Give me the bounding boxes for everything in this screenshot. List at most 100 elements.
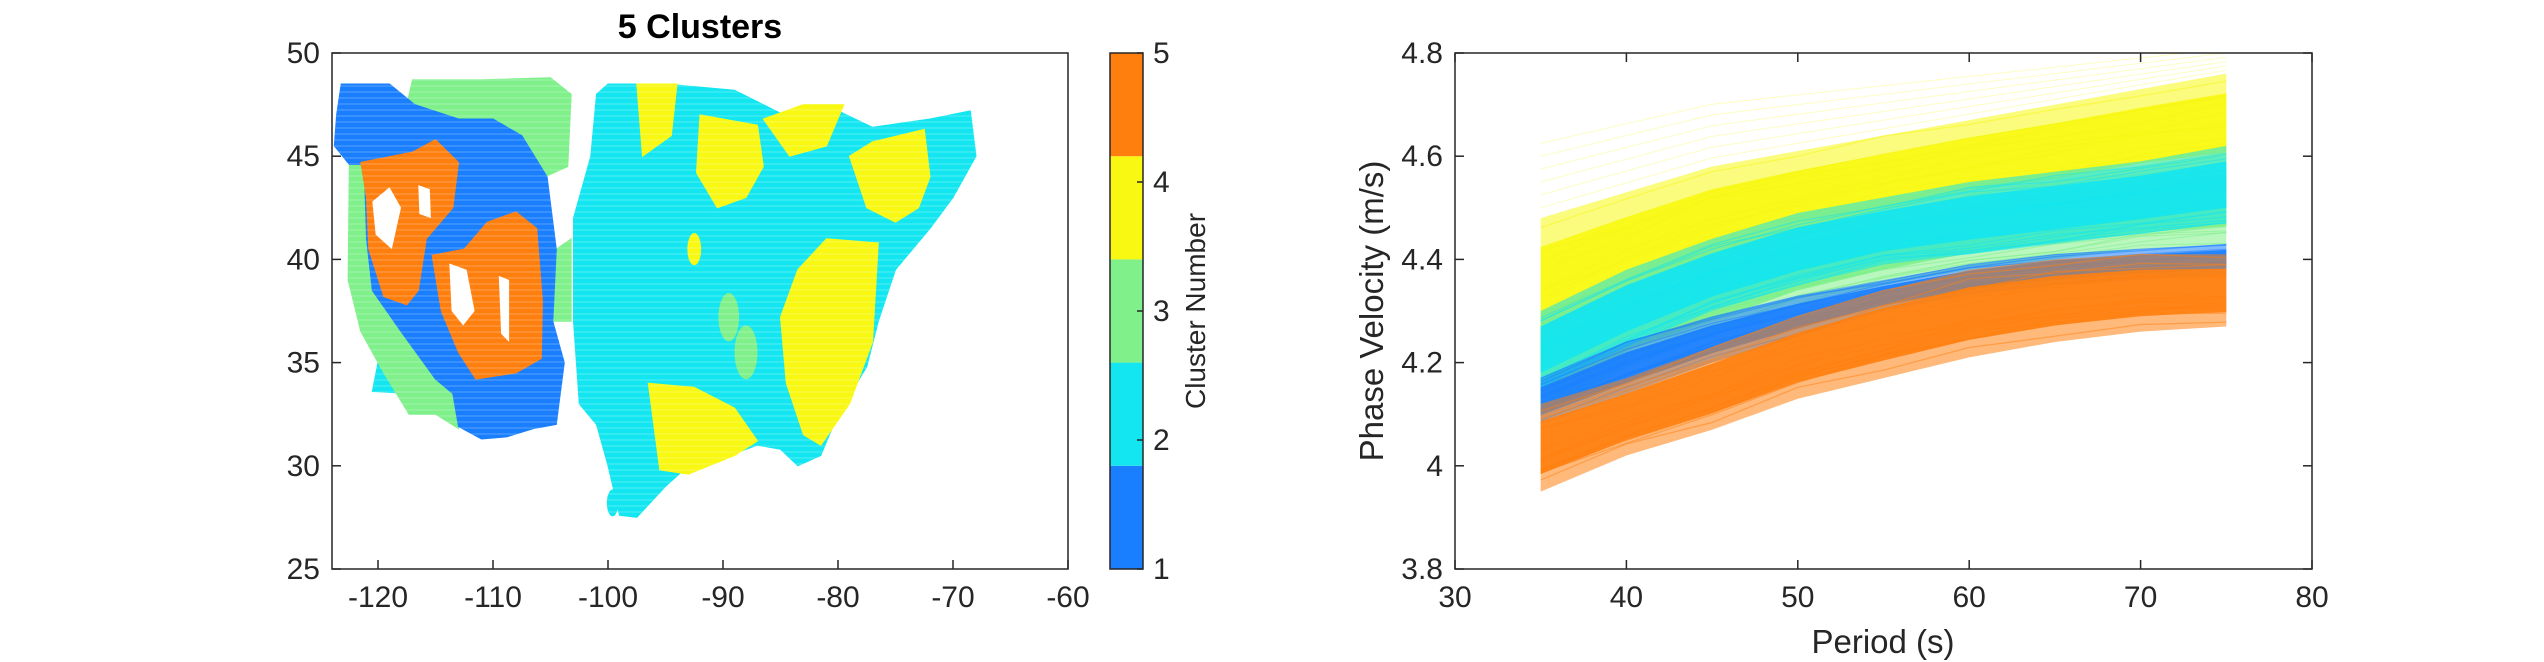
velocity-curve — [1540, 126, 2227, 300]
y-tick-label: 4.8 — [1401, 37, 1443, 70]
velocity-curve — [1540, 262, 2227, 417]
colorbar: 1 2 3 4 5 Cluster Number — [1109, 37, 1211, 586]
x-tick-label: 40 — [1610, 581, 1643, 614]
map-title: 5 Clusters — [618, 8, 782, 46]
x-tick-label: -110 — [464, 581, 522, 614]
velocity-curve — [1540, 292, 2227, 451]
velocity-curve — [1540, 80, 2227, 229]
map-y-axis: 25 30 35 40 45 50 — [287, 37, 341, 586]
cluster-3-patch — [734, 325, 758, 380]
colorbar-tick-label: 2 — [1153, 424, 1170, 457]
velocity-curve — [1540, 216, 2227, 382]
cluster-2-core — [1540, 161, 2227, 373]
cluster-regions — [333, 77, 977, 518]
y-tick-label: 3.8 — [1401, 553, 1443, 586]
x-tick-label: -100 — [578, 581, 638, 614]
cluster-map-panel: 5 Clusters -120 -110 -100 -90 -80 -70 -60 25 30… — [287, 8, 1090, 614]
velocity-curve-outlier — [1540, 65, 2227, 196]
velocity-curve — [1540, 201, 2227, 362]
velocity-curve — [1540, 296, 2227, 460]
colorbar-tick-label: 3 — [1153, 295, 1170, 328]
x-tick-label: -60 — [1046, 581, 1089, 614]
velocity-curve — [1540, 275, 2227, 429]
y-axis-label: Phase Velocity (m/s) — [1353, 161, 1390, 462]
colorbar-ticks: 1 2 3 4 5 — [1137, 37, 1170, 586]
x-axis-label: Period (s) — [1811, 623, 1954, 660]
phase-velocity-curves — [1540, 53, 2227, 492]
scanline-texture — [332, 55, 1068, 567]
velocity-curve — [1540, 263, 2227, 420]
line-y-axis: 3.8 4 4.2 4.4 4.6 4.8 — [1401, 37, 2312, 586]
phase-velocity-panel: 30 40 50 60 70 80 3.8 4 4.2 4.4 4.6 4.8 Period (s)… — [1353, 37, 2329, 660]
cluster-4-region — [636, 83, 678, 158]
velocity-curve — [1540, 222, 2227, 387]
velocity-curve — [1540, 154, 2227, 319]
y-tick-label: 40 — [287, 243, 320, 276]
cluster-4-region — [647, 382, 759, 475]
velocity-curve — [1540, 95, 2227, 251]
y-tick-label: 35 — [287, 347, 320, 380]
no-data-gap — [372, 187, 401, 250]
y-tick-label: 25 — [287, 553, 320, 586]
cluster-3-patch — [718, 293, 740, 342]
x-tick-label: 50 — [1781, 581, 1814, 614]
cluster-2-patch — [606, 489, 619, 517]
colorbar-tick-label: 5 — [1153, 37, 1170, 70]
cluster-4-region — [762, 104, 845, 157]
cluster-4-region — [848, 128, 931, 223]
velocity-curve — [1540, 306, 2227, 471]
colorbar-segment-4 — [1110, 156, 1143, 260]
cluster-5-region — [360, 139, 460, 306]
line-x-axis: 30 40 50 60 70 80 — [1438, 53, 2329, 614]
cluster-5-region — [431, 211, 543, 380]
cluster-5-curves — [1540, 253, 2227, 492]
no-data-gap — [449, 263, 475, 326]
x-tick-label: 80 — [2295, 581, 2328, 614]
y-tick-label: 4 — [1426, 450, 1443, 483]
y-tick-label: 30 — [287, 450, 320, 483]
y-tick-label: 4.2 — [1401, 347, 1443, 380]
cluster-2-curves — [1540, 145, 2227, 389]
colorbar-tick-label: 1 — [1153, 553, 1170, 586]
velocity-curve — [1540, 158, 2227, 321]
velocity-curve — [1540, 243, 2227, 383]
no-data-gap — [418, 185, 431, 219]
colorbar-tick-label: 4 — [1153, 166, 1170, 199]
cluster-4-region — [779, 238, 879, 446]
velocity-curve — [1540, 298, 2227, 460]
cluster-5-core — [1540, 268, 2227, 475]
velocity-curve — [1540, 111, 2227, 292]
x-tick-label: 60 — [1953, 581, 1986, 614]
colorbar-segment-5 — [1110, 53, 1143, 157]
velocity-curve — [1540, 96, 2227, 263]
map-x-axis: -120 -110 -100 -90 -80 -70 -60 — [348, 560, 1090, 614]
x-tick-label: 30 — [1438, 581, 1471, 614]
velocity-curve-outlier — [1540, 61, 2227, 183]
no-data-gap — [498, 275, 510, 342]
velocity-curve — [1540, 102, 2227, 270]
colorbar-segments — [1110, 53, 1143, 569]
cluster-4-patch — [687, 232, 702, 266]
colorbar-segment-1 — [1110, 465, 1143, 569]
y-tick-label: 45 — [287, 140, 320, 173]
colorbar-label: Cluster Number — [1180, 213, 1211, 409]
colorbar-segment-2 — [1110, 362, 1143, 466]
x-tick-label: -80 — [816, 581, 859, 614]
velocity-curve — [1540, 312, 2227, 474]
x-tick-label: 70 — [2124, 581, 2157, 614]
velocity-curve-outlier — [1540, 56, 2227, 170]
x-tick-label: -70 — [931, 581, 974, 614]
velocity-curve — [1540, 253, 2227, 412]
x-tick-label: -90 — [701, 581, 744, 614]
velocity-curve-outlier — [1540, 53, 2227, 157]
y-tick-label: 4.4 — [1401, 243, 1443, 276]
x-tick-label: -120 — [348, 581, 408, 614]
velocity-curve — [1540, 181, 2227, 343]
velocity-curve-outlier — [1540, 69, 2227, 209]
velocity-curve — [1540, 221, 2227, 387]
velocity-curve — [1540, 183, 2227, 352]
line-axes-box — [1454, 52, 2313, 570]
velocity-curve — [1540, 321, 2227, 481]
cluster-4-region — [695, 114, 764, 209]
